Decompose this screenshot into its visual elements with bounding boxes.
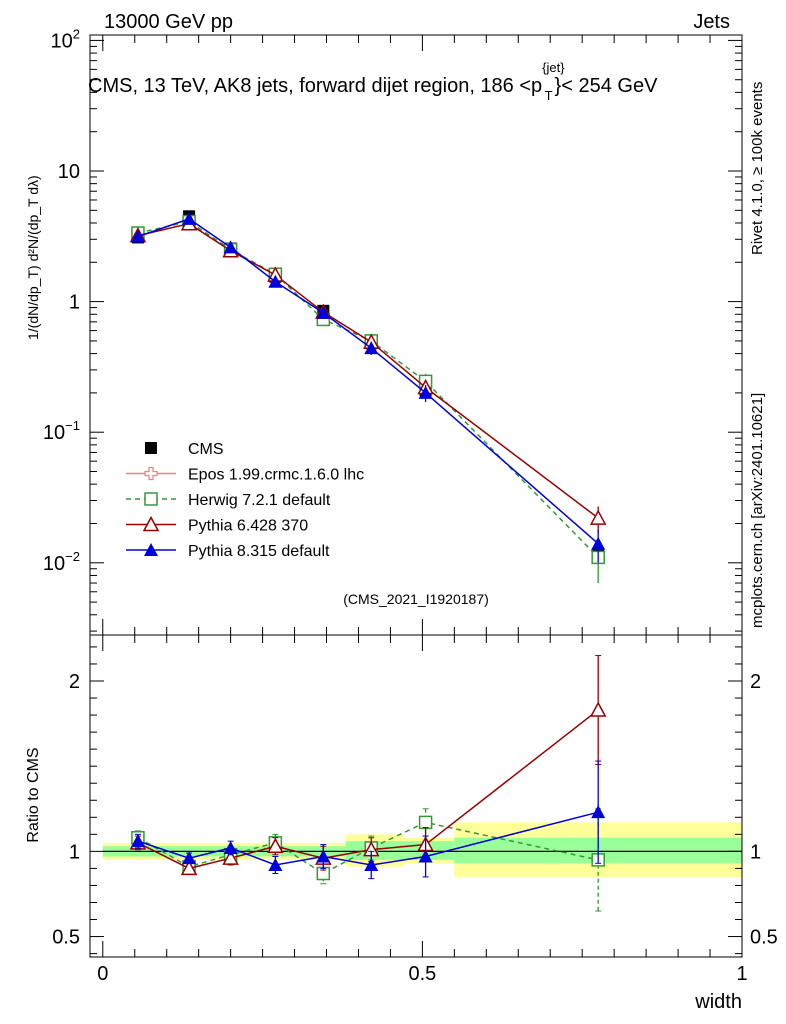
series-line-ratio <box>137 811 599 866</box>
legend-label: Herwig 7.2.1 default <box>188 492 331 509</box>
data-point-main <box>130 229 145 243</box>
main-ytick-label-exp: −1 <box>65 418 80 433</box>
ratio-ytick-label: 1 <box>69 841 80 863</box>
data-point-ratio <box>589 701 607 717</box>
ratio-panel-frame <box>89 634 743 958</box>
data-point-ratio <box>130 834 145 848</box>
axes-frames <box>89 34 743 958</box>
main-ytick-label-base: 10 <box>43 553 65 575</box>
chart-title-main: CMS, 13 TeV, AK8 jets, forward dijet reg… <box>88 75 542 97</box>
data-series <box>129 210 607 912</box>
legend-marker <box>145 442 157 454</box>
xtick-label: 1 <box>736 963 747 985</box>
data-point-ratio <box>316 849 331 863</box>
data-point-ratio <box>268 858 283 871</box>
data-point-main <box>223 240 238 254</box>
data-point-main <box>591 536 606 550</box>
main-ylabel: 1/(dN/dp_T) d²N/(dp_T dλ) <box>25 175 41 340</box>
xtick-label: 0.5 <box>408 963 436 985</box>
data-point-main <box>418 385 433 399</box>
data-point-ratio <box>182 851 197 865</box>
legend-entry: CMS <box>145 441 224 458</box>
data-point-ratio <box>364 858 379 871</box>
data-point-ratio <box>591 805 606 819</box>
main-ytick-label: 10 <box>58 161 80 183</box>
main-ytick-label-base: 10 <box>43 422 65 444</box>
legend-entry: Pythia 8.315 default <box>126 543 330 560</box>
x-axis-label: width <box>694 991 742 1013</box>
main-ytick-label-base: 10 <box>51 30 73 52</box>
ratio-ytick-label: 0.5 <box>52 927 80 949</box>
legend-marker <box>144 492 158 506</box>
data-point-main <box>589 509 607 525</box>
series-line-ratio <box>137 821 599 875</box>
series-4 <box>130 211 606 880</box>
xtick-label: 0 <box>97 963 108 985</box>
legend-entry: Herwig 7.2.1 default <box>126 492 331 509</box>
header-left: 13000 GeV pp <box>104 11 233 33</box>
legend-marker <box>144 543 158 556</box>
legend-entry: Epos 1.99.crmc.1.6.0 lhc <box>126 467 364 484</box>
data-point-main <box>316 305 331 319</box>
chart-title: CMS, 13 TeV, AK8 jets, forward dijet reg… <box>88 60 658 103</box>
data-point-ratio <box>418 815 433 830</box>
data-point-main <box>364 341 379 355</box>
data-point-ratio <box>223 840 238 854</box>
ratio-ytick-label-right: 0.5 <box>750 927 778 949</box>
ratio-ytick-label-right: 1 <box>750 841 761 863</box>
legend-marker <box>142 515 160 532</box>
main-ytick-label-exp: −2 <box>65 549 80 564</box>
series-line-ratio <box>137 709 599 870</box>
legend: CMS Epos 1.99.crmc.1.6.0 lhc Herwig 7.2.1 … <box>126 441 364 560</box>
data-point-ratio <box>222 849 239 865</box>
chart-title-tail: }< 254 GeV <box>555 75 659 97</box>
main-ytick-label: 1 <box>69 292 80 314</box>
legend-marker-shape <box>144 466 158 481</box>
main-ytick-label-base: 10 <box>58 161 80 183</box>
main-ytick-label: 10−1 <box>43 418 80 444</box>
chart-title-sup: {jet} <box>542 60 565 75</box>
legend-entry: Pythia 6.428 370 <box>126 515 308 535</box>
ratio-ytick-label: 2 <box>69 671 80 693</box>
main-ytick-label: 102 <box>51 26 80 52</box>
chart-title-sub: T <box>545 88 553 103</box>
header-right: Jets <box>693 11 730 33</box>
legend-marker <box>144 466 158 481</box>
main-ytick-label-base: 1 <box>69 292 80 314</box>
series-line-main <box>137 220 599 558</box>
data-point-ratio <box>267 837 284 854</box>
data-point-main <box>268 274 283 288</box>
data-point-main <box>182 211 197 225</box>
data-point-ratio <box>418 849 433 863</box>
mcplots-credit: mcplots.cern.ch [arXiv:2401.10621] <box>749 393 766 628</box>
series-line-main <box>137 218 599 545</box>
data-point-ratio <box>180 859 198 876</box>
ratio-ylabel: Ratio to CMS <box>25 747 42 842</box>
main-ytick-label-exp: 2 <box>73 26 80 41</box>
legend-label: CMS <box>188 441 224 458</box>
legend-label: Pythia 6.428 370 <box>188 518 308 535</box>
legend-label: Epos 1.99.crmc.1.6.0 lhc <box>188 467 364 484</box>
legend-label: Pythia 8.315 default <box>188 543 330 560</box>
ratio-ytick-label-right: 2 <box>750 671 761 693</box>
series-2 <box>131 214 605 912</box>
rivet-version: Rivet 4.1.0, ≥ 100k events <box>749 82 766 255</box>
main-ytick-label: 10−2 <box>43 549 80 575</box>
analysis-watermark: (CMS_2021_I1920187) <box>343 591 489 607</box>
